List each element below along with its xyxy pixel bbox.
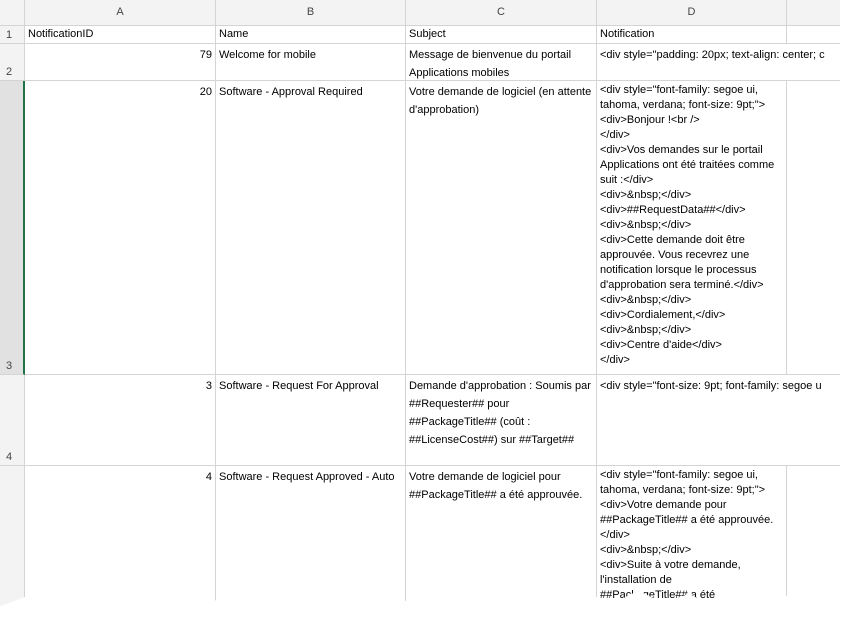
column-header-d[interactable]: D (597, 0, 787, 26)
column-header-b[interactable]: B (216, 0, 406, 26)
cell[interactable]: Welcome for mobile (216, 44, 406, 81)
row-header[interactable]: 4 (0, 375, 25, 466)
cell[interactable]: Software - Approval Required (216, 81, 406, 375)
row-header[interactable]: 2 (0, 44, 25, 81)
cell[interactable]: <div style="padding: 20px; text-align: c… (597, 44, 840, 81)
cell[interactable]: Name (216, 26, 406, 44)
cell[interactable]: Votre demande de logiciel (en attente d'… (406, 81, 597, 375)
select-all-corner[interactable] (0, 0, 25, 26)
cell[interactable]: <div style="font-family: segoe ui, tahom… (597, 81, 787, 375)
row-header[interactable] (0, 466, 25, 610)
cell[interactable]: 79 (25, 44, 216, 81)
cell[interactable] (787, 466, 840, 609)
column-header-c[interactable]: C (406, 0, 597, 26)
cell[interactable]: Software - Request Approved - Auto (216, 466, 406, 610)
cell[interactable]: Subject (406, 26, 597, 44)
cell[interactable]: Votre demande de logiciel pour ##Package… (406, 466, 597, 610)
cell[interactable]: 4 (25, 466, 216, 610)
cell[interactable] (787, 81, 840, 375)
cell[interactable]: 3 (25, 375, 216, 466)
cell[interactable]: Software - Request For Approval (216, 375, 406, 466)
cell[interactable]: NotificationID (25, 26, 216, 44)
cell[interactable]: <div style="font-size: 9pt; font-family:… (597, 375, 840, 466)
cell[interactable]: 20 (25, 81, 216, 375)
cell[interactable] (787, 26, 840, 44)
cell[interactable]: Notification (597, 26, 787, 44)
column-header-e[interactable] (787, 0, 840, 26)
cell[interactable]: Message de bienvenue du portail Applicat… (406, 44, 597, 81)
spreadsheet: A B C D 1 NotificationID Name Subject No… (0, 0, 840, 610)
cell[interactable]: <div style="font-family: segoe ui, tahom… (597, 466, 787, 610)
row-header[interactable]: 1 (0, 26, 25, 44)
row-header-selected[interactable]: 3 (0, 81, 25, 375)
cell[interactable]: Demande d'approbation : Soumis par ##Req… (406, 375, 597, 466)
column-header-a[interactable]: A (25, 0, 216, 26)
